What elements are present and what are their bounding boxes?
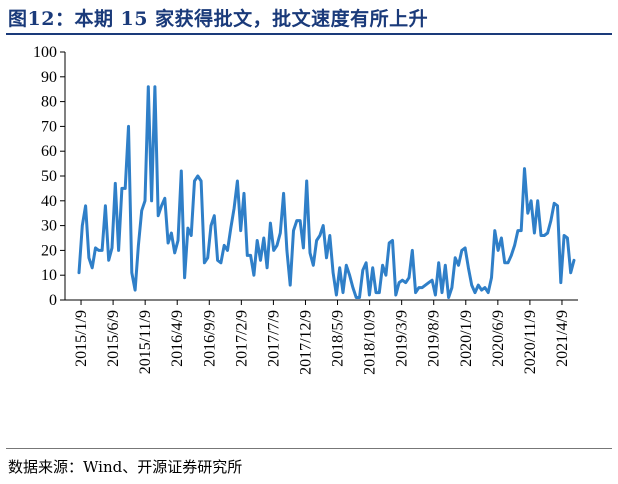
y-axis: 0 10 20 30 40 50 60 70 80 90 100 [33, 44, 66, 309]
figure-title: 图12：本期 15 家获得批文，批文速度有所上升 [8, 8, 429, 30]
title-rule [6, 33, 612, 35]
x-tick-label: 2016/9/9 [201, 310, 218, 367]
x-tick-label: 2021/4/9 [554, 310, 571, 367]
x-tick-label: 2015/11/9 [137, 310, 154, 374]
x-tick-label: 2015/6/9 [105, 310, 122, 367]
x-tick-label: 2017/2/9 [233, 310, 250, 367]
series-group [77, 85, 576, 299]
y-tick-label: 60 [41, 143, 57, 160]
x-tick-label: 2019/8/9 [426, 310, 443, 367]
y-tick-label: 80 [41, 94, 57, 111]
y-tick-label: 50 [41, 168, 57, 185]
x-tick-label: 2020/6/9 [490, 310, 507, 367]
y-tick-label: 100 [33, 44, 57, 61]
x-tick-label: 2019/3/9 [394, 310, 411, 367]
y-tick-label: 0 [49, 292, 57, 309]
x-axis: 2015/1/9 2015/6/9 2015/11/9 2016/4/9 2016/9/… [65, 299, 578, 375]
y-tick-label: 20 [41, 242, 57, 259]
x-tick-label: 2020/1/9 [458, 310, 475, 367]
y-tick-label: 30 [41, 218, 57, 235]
x-tick-label: 2017/12/9 [297, 310, 314, 375]
x-tick-label: 2017/7/9 [265, 310, 282, 367]
y-tick-label: 40 [41, 193, 57, 210]
source-note: 数据来源：Wind、开源证券研究所 [8, 458, 243, 476]
y-tick-label: 70 [41, 118, 57, 135]
y-tick-label: 10 [41, 267, 57, 284]
y-tick-label: 90 [41, 69, 57, 86]
series-line-0 [77, 85, 576, 299]
x-tick-label: 2015/1/9 [73, 310, 90, 367]
x-tick-label: 2018/5/9 [330, 310, 347, 367]
x-tick-label: 2018/10/9 [362, 310, 379, 375]
x-tick-label: 2020/11/9 [522, 310, 539, 374]
source-rule [6, 448, 612, 449]
x-tick-label: 2016/4/9 [169, 310, 186, 367]
